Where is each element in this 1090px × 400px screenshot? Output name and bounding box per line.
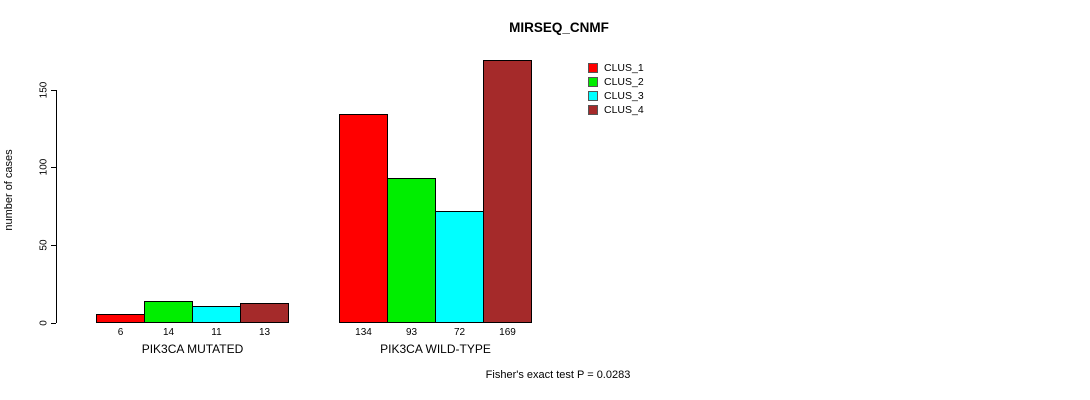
bar-clus_2-mutated <box>144 301 193 323</box>
legend-row-clus_2: CLUS_2 <box>588 75 644 89</box>
legend-label: CLUS_1 <box>604 62 644 74</box>
bar-value-label: 93 <box>405 327 418 338</box>
group-label: PIK3CA WILD-TYPE <box>380 342 491 356</box>
legend-swatch-icon <box>588 105 598 115</box>
chart-title: MIRSEQ_CNMF <box>509 20 609 35</box>
bar-clus_4-wild-type <box>483 60 532 323</box>
bar-clus_3-wild-type <box>435 211 484 323</box>
y-tick-mark <box>51 245 56 246</box>
bar-clus_2-wild-type <box>387 178 436 323</box>
legend-swatch-icon <box>588 63 598 73</box>
bar-clus_4-mutated <box>240 303 289 323</box>
y-tick-mark <box>51 90 56 91</box>
legend-row-clus_1: CLUS_1 <box>588 61 644 75</box>
bar-clus_3-mutated <box>192 306 241 323</box>
legend-swatch-icon <box>588 91 598 101</box>
footer-annotation: Fisher's exact test P = 0.0283 <box>485 369 631 381</box>
bar-value-label: 72 <box>453 327 466 338</box>
y-tick-label: 150 <box>38 81 50 99</box>
y-tick-mark <box>51 323 56 324</box>
y-axis-label: number of cases <box>3 149 15 231</box>
legend-swatch-icon <box>588 77 598 87</box>
y-tick-label: 0 <box>38 320 50 326</box>
y-tick-mark <box>51 167 56 168</box>
y-tick-label: 50 <box>38 239 50 251</box>
bar-value-label: 14 <box>162 327 175 338</box>
legend-label: CLUS_2 <box>604 76 644 88</box>
bar-clus_1-mutated <box>96 314 145 323</box>
legend-row-clus_4: CLUS_4 <box>588 103 644 117</box>
bar-value-label: 6 <box>117 327 124 338</box>
bar-value-label: 134 <box>355 327 372 338</box>
y-axis-line <box>56 89 57 323</box>
legend: CLUS_1 CLUS_2 CLUS_3 CLUS_4 <box>588 61 644 117</box>
bar-value-label: 11 <box>211 327 222 338</box>
legend-row-clus_3: CLUS_3 <box>588 89 644 103</box>
group-label: PIK3CA MUTATED <box>141 342 244 356</box>
bar-value-label: 13 <box>258 327 271 338</box>
bar-clus_1-wild-type <box>339 114 388 323</box>
legend-label: CLUS_3 <box>604 90 644 102</box>
bar-value-label: 169 <box>499 327 516 338</box>
legend-label: CLUS_4 <box>604 104 644 116</box>
y-tick-label: 100 <box>38 158 50 176</box>
